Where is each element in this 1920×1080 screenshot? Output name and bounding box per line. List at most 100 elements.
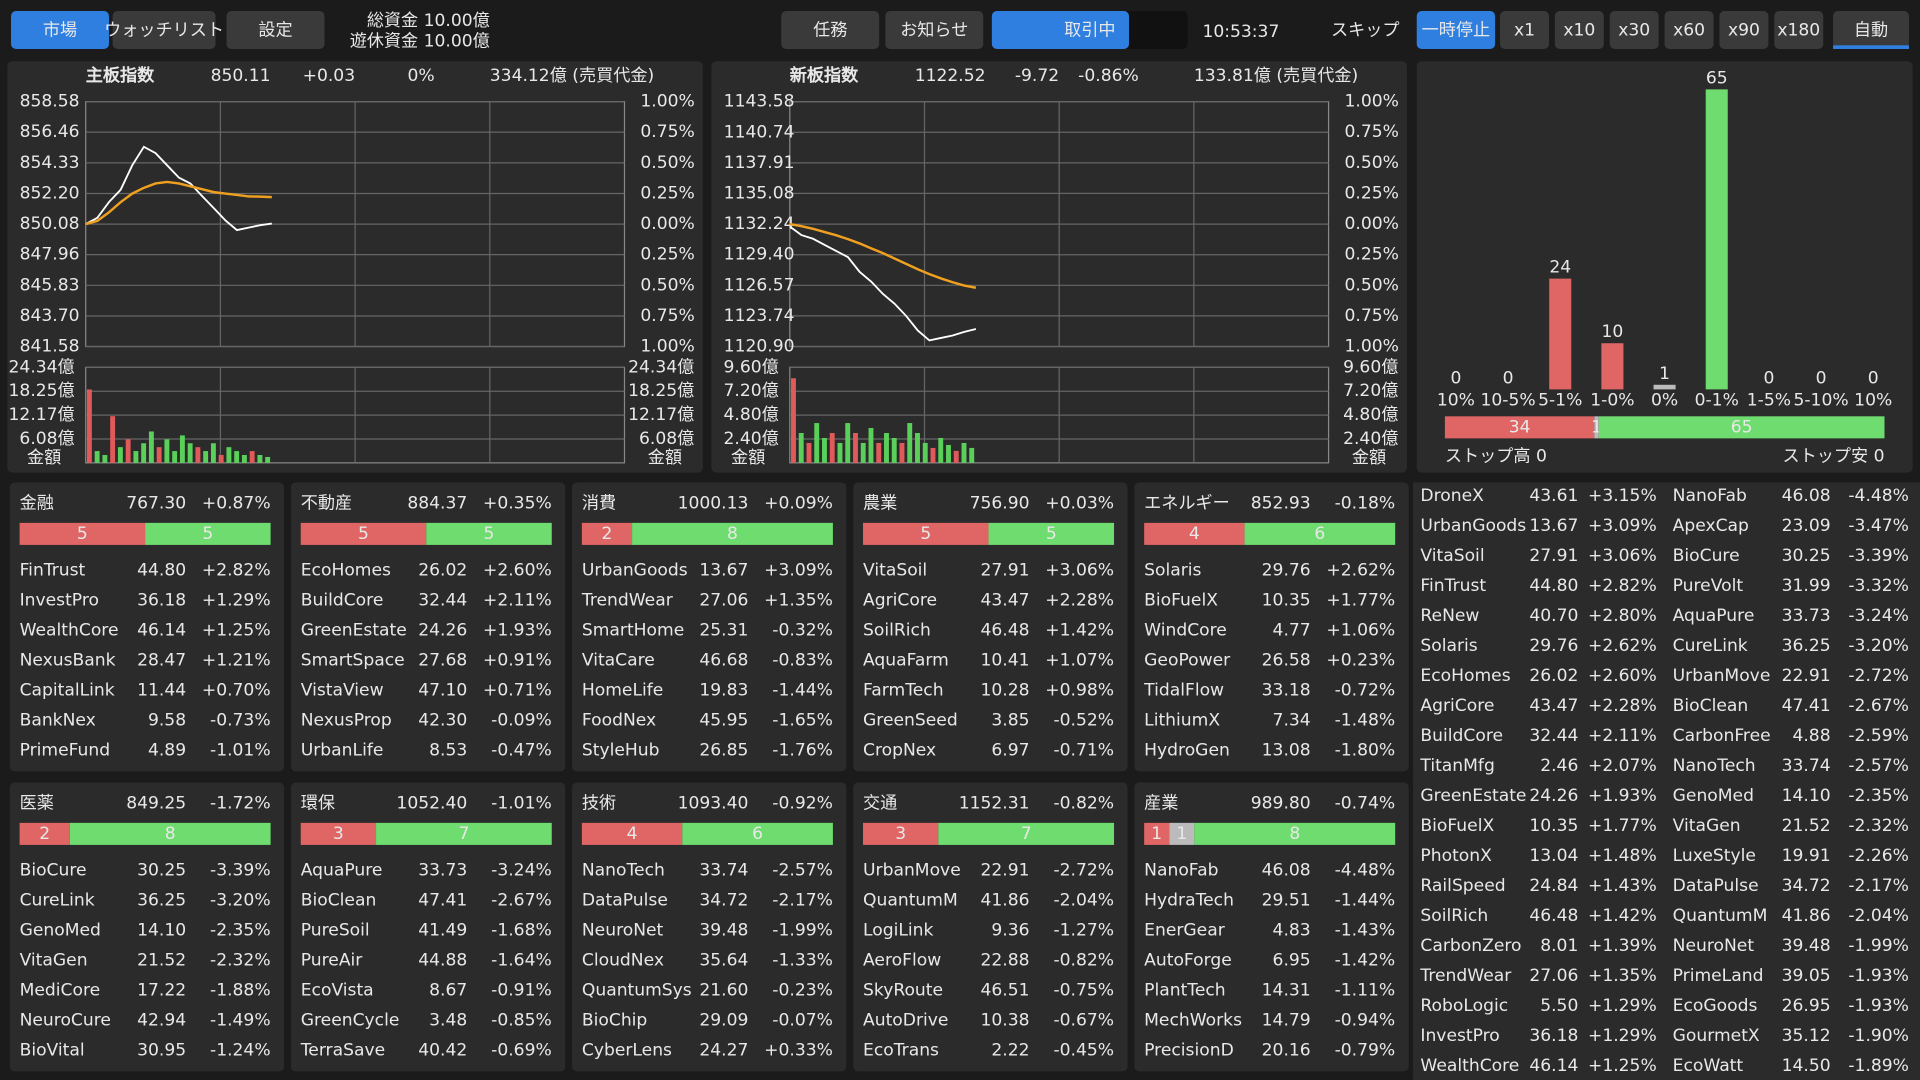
ranking-name[interactable]: BuildCore xyxy=(1420,726,1503,746)
ranking-name[interactable]: RailSpeed xyxy=(1420,876,1505,896)
tab-button-label[interactable]: お知らせ xyxy=(900,21,968,41)
stock-name[interactable]: AgriCore xyxy=(863,591,937,611)
stock-name[interactable]: AutoForge xyxy=(1144,951,1232,971)
sector-panel[interactable] xyxy=(572,482,847,772)
stock-name[interactable]: LogiLink xyxy=(863,921,933,941)
speed-button[interactable] xyxy=(1554,11,1604,49)
stock-name[interactable]: InvestPro xyxy=(20,591,99,611)
stock-name[interactable]: BioCure xyxy=(20,861,87,881)
stock-name[interactable]: SoilRich xyxy=(863,621,931,641)
stock-name[interactable]: GenoMed xyxy=(20,921,101,941)
ranking-name[interactable]: DataPulse xyxy=(1673,876,1759,896)
stock-name[interactable]: Solaris xyxy=(1144,561,1201,581)
stock-name[interactable]: BioChip xyxy=(582,1011,647,1031)
speed-button-label[interactable]: x1 xyxy=(1514,21,1535,41)
ranking-name[interactable]: NanoTech xyxy=(1673,756,1756,776)
stock-name[interactable]: GeoPower xyxy=(1144,651,1231,671)
nav-button[interactable] xyxy=(226,11,325,49)
sector-panel[interactable] xyxy=(1134,782,1409,1072)
stock-name[interactable]: AutoDrive xyxy=(863,1011,948,1031)
stock-name[interactable]: CropNex xyxy=(863,741,936,761)
stock-name[interactable]: GreenSeed xyxy=(863,711,958,731)
speed-button-label[interactable]: x60 xyxy=(1673,21,1705,41)
stock-name[interactable]: EcoTrans xyxy=(863,1041,939,1061)
ranking-name[interactable]: EcoHomes xyxy=(1420,666,1510,686)
speed-button[interactable] xyxy=(1609,11,1659,49)
stock-name[interactable]: NexusProp xyxy=(301,711,392,731)
stock-name[interactable]: TrendWear xyxy=(581,591,674,611)
stock-name[interactable]: VitaCare xyxy=(582,651,655,671)
sector-panel[interactable] xyxy=(853,782,1128,1072)
ranking-name[interactable]: CarbonFree xyxy=(1673,726,1771,746)
stock-name[interactable]: AeroFlow xyxy=(863,951,941,971)
stock-name[interactable]: QuantumSys xyxy=(582,981,692,1001)
ranking-name[interactable]: AquaPure xyxy=(1673,606,1755,626)
ranking-name[interactable]: DroneX xyxy=(1420,486,1484,506)
stock-name[interactable]: NexusBank xyxy=(20,651,116,671)
nav-button-label[interactable]: 市場 xyxy=(43,21,77,41)
stock-name[interactable]: HydroGen xyxy=(1144,741,1230,761)
ranking-name[interactable]: Solaris xyxy=(1420,636,1477,656)
ranking-name[interactable]: GreenEstate xyxy=(1420,786,1526,806)
ranking-name[interactable]: TrendWear xyxy=(1419,966,1512,986)
stock-name[interactable]: TidalFlow xyxy=(1143,681,1224,701)
nav-button[interactable] xyxy=(11,11,109,49)
stock-name[interactable]: UrbanLife xyxy=(301,741,384,761)
stock-name[interactable]: BioClean xyxy=(301,891,377,911)
ranking-name[interactable]: EcoGoods xyxy=(1673,996,1758,1016)
stock-name[interactable]: VitaGen xyxy=(20,951,88,971)
stock-name[interactable]: GreenCycle xyxy=(301,1011,400,1031)
auto-button-label[interactable]: 自動 xyxy=(1854,21,1888,41)
stock-name[interactable]: PrecisionD xyxy=(1144,1041,1234,1061)
ranking-name[interactable]: TitanMfg xyxy=(1419,756,1494,776)
stock-name[interactable]: FoodNex xyxy=(582,711,656,731)
stock-name[interactable]: CloudNex xyxy=(582,951,664,971)
sector-panel[interactable] xyxy=(853,482,1128,772)
stock-name[interactable]: CureLink xyxy=(20,891,95,911)
ranking-name[interactable]: CureLink xyxy=(1673,636,1748,656)
stock-name[interactable]: BuildCore xyxy=(301,591,384,611)
stock-name[interactable]: UrbanMove xyxy=(863,861,961,881)
stock-name[interactable]: BioVital xyxy=(20,1041,85,1061)
stock-name[interactable]: WindCore xyxy=(1144,621,1227,641)
sector-panel[interactable] xyxy=(290,782,566,1072)
ranking-name[interactable]: VitaGen xyxy=(1673,816,1741,836)
pause-button-label[interactable]: 一時停止 xyxy=(1422,21,1491,41)
speed-button[interactable] xyxy=(1719,11,1769,49)
ranking-name[interactable]: EcoWatt xyxy=(1673,1056,1744,1076)
stock-name[interactable]: CyberLens xyxy=(582,1041,672,1061)
sector-panel[interactable] xyxy=(290,482,566,772)
tab-button[interactable] xyxy=(781,11,880,49)
stock-name[interactable]: EcoHomes xyxy=(301,561,391,581)
nav-button-label[interactable]: 設定 xyxy=(258,21,292,41)
speed-button[interactable] xyxy=(1500,11,1549,49)
stock-name[interactable]: MediCore xyxy=(20,981,101,1001)
stock-name[interactable]: PlantTech xyxy=(1144,981,1226,1001)
stock-name[interactable]: EcoVista xyxy=(301,981,374,1001)
ranking-name[interactable]: UrbanGoods xyxy=(1420,516,1526,536)
sector-panel[interactable] xyxy=(9,482,285,772)
stock-name[interactable]: SkyRoute xyxy=(863,981,943,1001)
ranking-name[interactable]: UrbanMove xyxy=(1673,666,1771,686)
stock-name[interactable]: HomeLife xyxy=(582,681,663,701)
ranking-name[interactable]: AgriCore xyxy=(1420,696,1494,716)
ranking-name[interactable]: PureVolt xyxy=(1673,576,1744,596)
stock-name[interactable]: BankNex xyxy=(20,711,96,731)
ranking-name[interactable]: ApexCap xyxy=(1673,516,1749,536)
stock-name[interactable]: EnerGear xyxy=(1144,921,1226,941)
stock-name[interactable]: AquaFarm xyxy=(863,651,949,671)
stock-name[interactable]: TerraSave xyxy=(300,1041,385,1061)
ranking-name[interactable]: BioFuelX xyxy=(1420,816,1494,836)
ranking-name[interactable]: GourmetX xyxy=(1673,1026,1760,1046)
sector-panel[interactable] xyxy=(572,782,847,1072)
ranking-name[interactable]: PhotonX xyxy=(1420,846,1492,866)
stock-name[interactable]: WealthCore xyxy=(20,621,119,641)
speed-button-label[interactable]: x30 xyxy=(1618,21,1650,41)
stock-name[interactable]: MechWorks xyxy=(1144,1011,1242,1031)
tab-button[interactable] xyxy=(885,11,984,49)
stock-name[interactable]: SmartHome xyxy=(582,621,684,641)
nav-button-label[interactable]: ウォッチリスト xyxy=(104,21,224,41)
speed-button-label[interactable]: x90 xyxy=(1728,21,1760,41)
status-knob[interactable] xyxy=(991,11,1129,49)
stock-name[interactable]: HydraTech xyxy=(1144,891,1234,911)
